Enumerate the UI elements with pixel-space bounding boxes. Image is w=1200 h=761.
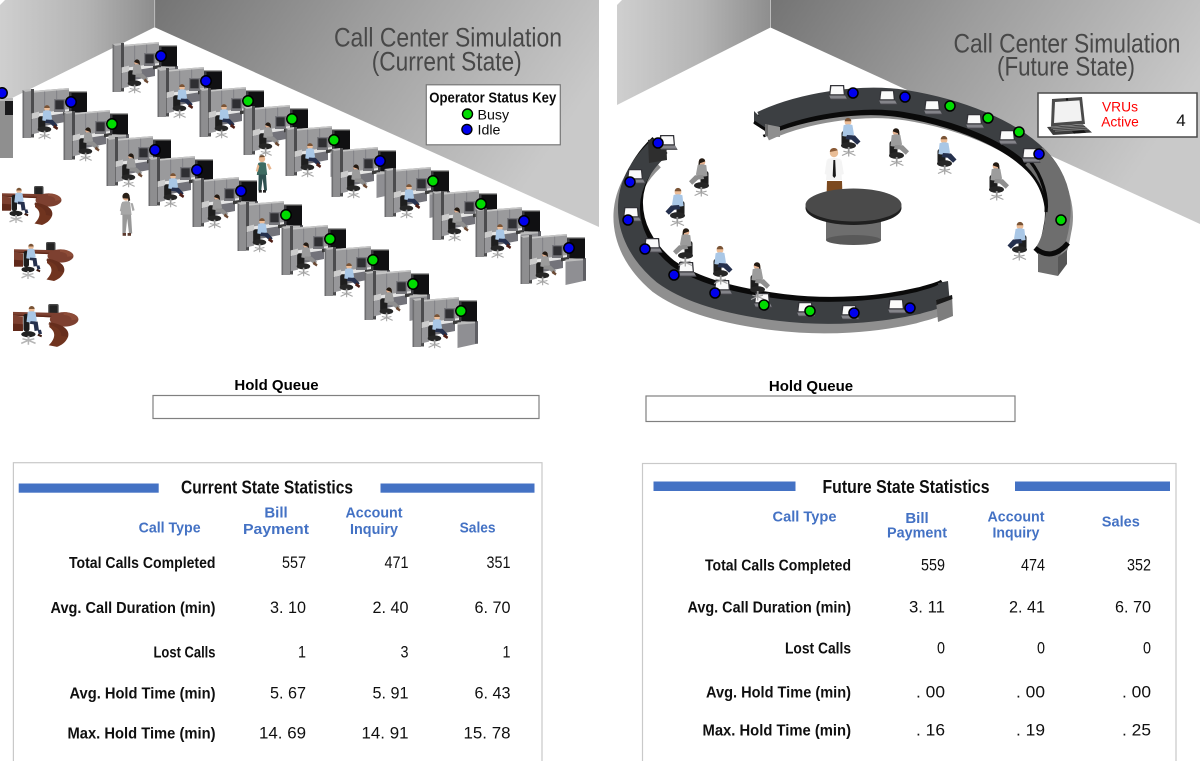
svg-text:5. 91: 5. 91	[373, 684, 409, 703]
svg-text:0: 0	[937, 639, 945, 658]
svg-text:Max. Hold Time (min): Max. Hold Time (min)	[68, 726, 216, 743]
svg-text:Call Center Simulation: Call Center Simulation	[334, 23, 562, 53]
svg-text:3: 3	[401, 643, 409, 662]
svg-text:. 16: . 16	[916, 721, 945, 740]
svg-text:559: 559	[921, 556, 945, 575]
svg-text:Call Type: Call Type	[773, 509, 837, 526]
svg-text:Payment: Payment	[243, 521, 309, 538]
svg-text:471: 471	[385, 553, 409, 572]
svg-text:14. 91: 14. 91	[362, 724, 409, 743]
svg-text:Inquiry: Inquiry	[350, 521, 399, 538]
svg-text:. 19: . 19	[1016, 721, 1045, 740]
svg-text:14. 69: 14. 69	[259, 724, 306, 743]
svg-text:15. 78: 15. 78	[464, 724, 511, 743]
svg-text:0: 0	[1143, 639, 1151, 658]
svg-text:Avg. Hold Time (min): Avg. Hold Time (min)	[706, 685, 851, 702]
svg-text:Lost Calls: Lost Calls	[154, 645, 216, 662]
svg-text:Avg. Call Duration (min): Avg. Call Duration (min)	[688, 600, 852, 617]
svg-text:Current State Statistics: Current State Statistics	[181, 477, 353, 498]
svg-text:557: 557	[282, 553, 306, 572]
svg-text:(Current State): (Current State)	[372, 46, 522, 76]
svg-text:Inquiry: Inquiry	[993, 525, 1041, 542]
svg-text:4: 4	[1176, 111, 1185, 130]
svg-text:. 25: . 25	[1122, 721, 1151, 740]
svg-text:. 00: . 00	[916, 683, 945, 702]
svg-text:(Future State): (Future State)	[997, 52, 1135, 82]
svg-text:Total Calls Completed: Total Calls Completed	[705, 558, 851, 575]
svg-text:Future State Statistics: Future State Statistics	[823, 476, 990, 497]
svg-text:. 00: . 00	[1016, 683, 1045, 702]
svg-text:Call Center Simulation: Call Center Simulation	[954, 28, 1181, 58]
svg-text:Sales: Sales	[1102, 514, 1140, 531]
svg-text:Total Calls Completed: Total Calls Completed	[69, 555, 216, 572]
svg-text:Bill: Bill	[905, 510, 928, 527]
svg-text:Busy: Busy	[478, 107, 510, 123]
svg-text:6. 70: 6. 70	[1115, 598, 1151, 617]
svg-text:Avg. Call Duration (min): Avg. Call Duration (min)	[51, 600, 216, 617]
svg-text:1: 1	[503, 643, 511, 662]
svg-text:3. 11: 3. 11	[909, 598, 945, 617]
svg-text:Account: Account	[988, 509, 1045, 526]
svg-text:352: 352	[1127, 556, 1151, 575]
svg-text:Avg. Hold Time (min): Avg. Hold Time (min)	[70, 686, 216, 703]
svg-text:474: 474	[1021, 556, 1045, 575]
svg-text:Hold Queue: Hold Queue	[769, 378, 853, 395]
svg-text:1: 1	[298, 643, 306, 662]
svg-text:6. 70: 6. 70	[475, 598, 511, 617]
svg-text:Idle: Idle	[478, 123, 501, 139]
svg-text:VRUs: VRUs	[1102, 100, 1138, 115]
svg-text:Call Type: Call Type	[139, 520, 201, 537]
svg-text:2. 40: 2. 40	[373, 598, 409, 617]
svg-text:3. 10: 3. 10	[270, 598, 306, 617]
svg-text:. 00: . 00	[1122, 683, 1151, 702]
svg-text:Operator Status Key: Operator Status Key	[429, 90, 557, 107]
svg-text:Max. Hold Time (min): Max. Hold Time (min)	[703, 723, 852, 740]
svg-text:351: 351	[487, 553, 511, 572]
svg-text:Bill: Bill	[264, 505, 287, 522]
svg-text:5. 67: 5. 67	[270, 684, 306, 703]
svg-text:Active: Active	[1101, 115, 1139, 130]
svg-text:Lost Calls: Lost Calls	[785, 641, 851, 658]
svg-text:Hold Queue: Hold Queue	[234, 377, 318, 394]
svg-text:6. 43: 6. 43	[475, 684, 511, 703]
svg-text:Sales: Sales	[460, 520, 496, 537]
svg-text:2. 41: 2. 41	[1009, 598, 1045, 617]
svg-text:0: 0	[1037, 639, 1045, 658]
svg-text:Account: Account	[346, 505, 403, 522]
svg-text:Payment: Payment	[887, 525, 947, 542]
